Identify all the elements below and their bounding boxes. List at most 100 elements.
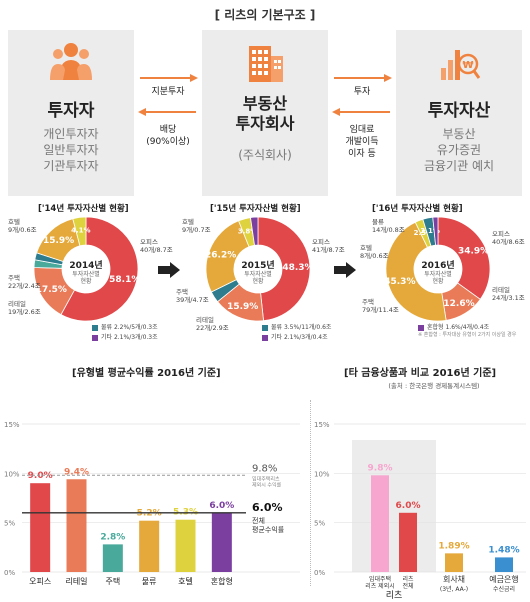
y-tick-label: 0%	[4, 569, 15, 577]
pie-annotation: 41개/8.7조	[312, 246, 345, 254]
pie-slice-label: 3.8%	[238, 227, 257, 235]
pie-annotation: 리테일	[196, 316, 214, 324]
arrow-label: 임대료	[349, 125, 375, 135]
bar-value-label: 1.89%	[438, 541, 469, 551]
y-tick-label: 10%	[4, 470, 20, 478]
arrow-label: 배당	[159, 125, 177, 135]
pie-annotation: 40개/8.7조	[140, 246, 173, 254]
company-box: 부동산 투자회사 (주식회사)	[202, 30, 328, 196]
y-tick-label: 15%	[4, 421, 20, 429]
pie-annotation: 오피스	[492, 230, 510, 238]
bar-value-label: 9.0%	[28, 471, 53, 481]
x-tick-label: 주택	[105, 576, 120, 586]
company-sub: (주식회사)	[238, 148, 292, 162]
bar	[371, 475, 389, 572]
x-tick-label: 리츠	[402, 575, 414, 583]
pie-annotation: 79개/11.4조	[362, 306, 399, 314]
reference-line-desc: 임대주택리츠	[252, 475, 280, 482]
reference-line-value: 6.0%	[252, 501, 283, 514]
x-tick-label: 예금은행	[489, 574, 518, 584]
reference-line-desc: 평균수익률	[252, 525, 285, 534]
bar	[495, 557, 513, 572]
x-tick-label: 회사채	[443, 574, 465, 584]
pie-title: ['15년 투자자산별 현황]	[210, 204, 301, 214]
x-tick-label: 수신금리	[493, 585, 515, 593]
pie-annotation: 주택	[362, 298, 374, 306]
bar	[102, 544, 123, 572]
pie-slice-label: 12.6%	[443, 299, 474, 309]
pie-slice-label: 4.1%	[71, 226, 90, 234]
bar-value-label: 5.2%	[137, 509, 162, 519]
pie-slice-label: 3.1%	[420, 227, 439, 235]
asset-title: 투자자산	[427, 101, 491, 121]
pie-annotation: 호텔	[360, 244, 372, 252]
bar-chart-yield-by-type: 0%5%10%15%9.0%오피스9.4%리테일2.8%주택5.2%물류5.3%…	[4, 421, 300, 586]
svg-text:₩: ₩	[462, 60, 473, 71]
asset-line: 부동산	[442, 127, 476, 141]
chart-coin-icon: ₩	[441, 50, 481, 80]
pie-center-sub: 투자자산별	[424, 271, 452, 278]
x-tick-label: 임대주택	[369, 575, 391, 583]
donut-chart-2015: 48.3% 15.9% 26.2% 3.8%	[205, 216, 311, 322]
pie-annotation: 리테일	[492, 286, 510, 294]
pie-slice-label: 26.2%	[205, 251, 236, 261]
x-tick-label: (3년, AA-)	[440, 585, 468, 593]
flow-arrows-right	[332, 74, 392, 116]
reference-line-desc: 제외시 수익률	[252, 481, 282, 488]
pie-legend-item: 기타 2.1%/3개/0.3조	[92, 332, 158, 341]
arrow-label: (90%이상)	[146, 137, 190, 147]
pie-center-year: 2015년	[241, 261, 275, 271]
pie-legend-item: 물류 2.2%/5개/0.3조	[92, 322, 158, 331]
pie-slice-label: 15.9%	[227, 302, 258, 312]
x-tick-label: 리츠 제외시	[365, 582, 395, 590]
section-title: [타 금융상품과 비교 2016년 기준]	[344, 368, 497, 379]
reference-line-desc: 전체	[252, 516, 265, 525]
bar-value-label: 6.0%	[209, 501, 234, 511]
pie-center-sub: 투자자산별	[244, 271, 272, 278]
bar-value-label: 6.0%	[396, 501, 421, 511]
y-tick-label: 5%	[314, 520, 325, 528]
bar	[139, 520, 160, 572]
y-tick-label: 0%	[314, 569, 325, 577]
asset-line: 유가증권	[436, 143, 482, 157]
y-tick-label: 10%	[314, 470, 330, 478]
arrow-label: 개발이득	[345, 137, 379, 147]
donut-chart-2016: 34.9% 12.6% 45.3% 2.5%3.1%	[385, 216, 491, 322]
x-tick-label: 전체	[402, 582, 413, 590]
y-tick-label: 5%	[4, 520, 15, 528]
bar-value-label: 9.8%	[368, 463, 393, 473]
arrow-right-icon	[158, 262, 180, 278]
bar-value-label: 2.8%	[100, 532, 125, 542]
pie-annotation: 40개/8.6조	[492, 238, 525, 246]
pie-legend-item: 기타 2.1%/3개/0.4조	[262, 332, 328, 341]
reits-group-background	[352, 440, 436, 572]
pie-slice-label: 34.9%	[458, 247, 489, 257]
section-subtitle: (출처 : 한국은행 경제통계시스템)	[388, 382, 480, 390]
bar	[445, 553, 463, 572]
bar	[66, 479, 87, 572]
pie-annotation: 주택	[176, 288, 188, 296]
pie-center-sub: 현황	[432, 278, 444, 285]
donut-hole	[62, 245, 110, 293]
flow-arrows-left	[138, 74, 198, 116]
pie-center-year: 2014년	[69, 261, 103, 271]
pie-title: ['14년 투자자산별 현황]	[38, 204, 129, 214]
donut-hole	[414, 245, 462, 293]
pie-slice-label: 48.3%	[282, 263, 311, 273]
company-title: 투자회사	[235, 114, 295, 133]
pie-slice-label: 2.5%	[414, 229, 433, 237]
x-tick-label: 호텔	[178, 577, 193, 586]
y-tick-label: 15%	[314, 421, 330, 429]
pie-annotation: 19개/2.6조	[8, 308, 41, 316]
pie-slice-label: 58.1%	[109, 275, 139, 285]
pie-annotation: 물류	[372, 218, 384, 226]
pie-annotation: 9개/0.6조	[8, 226, 37, 234]
arrow-label: 이자 등	[348, 149, 376, 159]
bar-value-label: 1.48%	[488, 545, 519, 555]
pie-legend-item: 혼합형 1.6%/4개/0.4조	[418, 322, 489, 331]
pie-annotation: 22개/2.4조	[8, 282, 41, 290]
pie-center-year: 2016년	[421, 261, 455, 271]
pie-annotation: 24개/3.1조	[492, 294, 525, 302]
company-title: 부동산	[242, 94, 288, 113]
pie-annotation: 22개/2.9조	[196, 324, 229, 332]
